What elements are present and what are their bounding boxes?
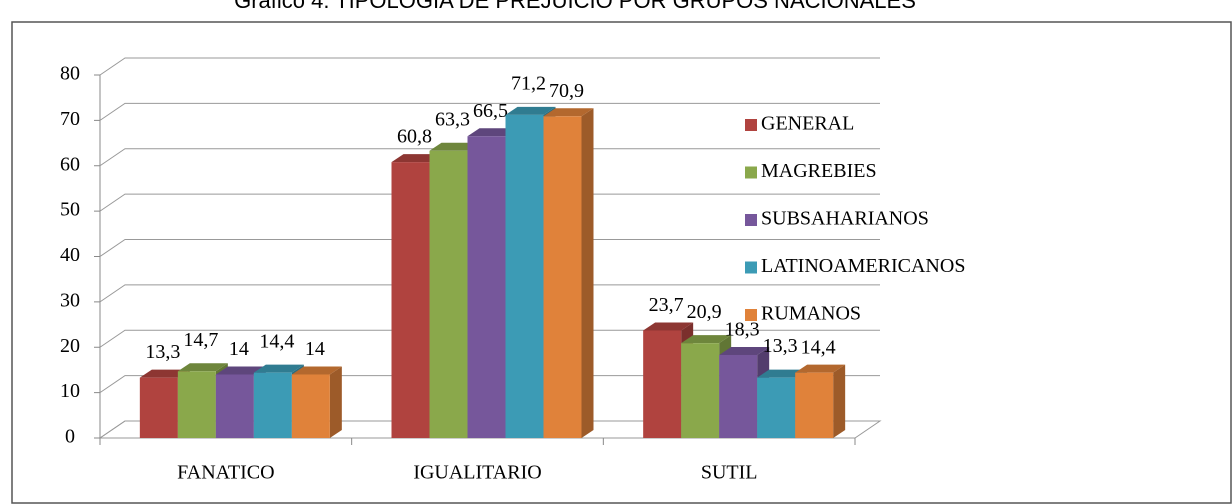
data-label: 63,3 [435, 108, 470, 130]
grid-line [99, 239, 880, 257]
bar-top [253, 364, 304, 373]
legend-swatch [745, 309, 757, 321]
legend-swatch [745, 166, 757, 179]
bar-top [139, 369, 190, 378]
bar-side [329, 366, 342, 438]
chart-title: Gráfico 4. TIPOLOGIA DE PREJUICIO POR GR… [234, 0, 916, 13]
y-tick-label: 70 [60, 108, 80, 130]
bar [681, 343, 720, 438]
y-tick-label: 0 [65, 426, 75, 448]
grid-line [99, 148, 880, 167]
data-label: 14,4 [801, 336, 836, 358]
bar-top [291, 366, 342, 375]
bar [215, 374, 254, 438]
grid-line [99, 284, 880, 303]
y-tick-label: 50 [60, 199, 80, 221]
y-tick-label: 30 [60, 289, 80, 311]
legend-label: LATINOAMERICANOS [761, 255, 965, 277]
grid-line [99, 102, 880, 121]
bar [467, 136, 506, 438]
bar-top [467, 128, 518, 137]
x-tick-label: IGUALITARIO [413, 462, 541, 484]
bar-top [543, 108, 594, 117]
bar-top [429, 142, 480, 151]
data-label: 14 [305, 338, 325, 360]
y-tick-label: 80 [60, 63, 80, 85]
bar [543, 116, 582, 438]
bar [429, 150, 468, 438]
bar-top [757, 369, 808, 378]
data-label: 60,8 [397, 126, 432, 148]
bar-top [719, 346, 770, 355]
bar-side [833, 364, 846, 438]
bar [391, 162, 430, 438]
data-label: 20,9 [687, 301, 722, 323]
grid-line [99, 329, 880, 348]
bar [643, 330, 682, 438]
bar-top [177, 363, 228, 372]
bar-top [795, 364, 846, 373]
bar [719, 354, 758, 438]
y-tick-label: 20 [60, 335, 80, 357]
legend-label: MAGREBIES [761, 160, 877, 182]
legend-label: GENERAL [761, 113, 854, 135]
legend-swatch [745, 214, 757, 226]
y-tick-label: 40 [60, 244, 80, 266]
bar-side [581, 108, 594, 438]
bar [253, 372, 292, 438]
bar [139, 377, 178, 438]
legend-label: SUBSAHARIANOS [761, 208, 929, 230]
bar-top [681, 335, 732, 344]
data-label: 70,9 [549, 80, 584, 102]
grid-line [99, 57, 880, 76]
bar [177, 371, 216, 438]
x-tick-label: SUTIL [701, 462, 758, 484]
legend-label: RUMANOS [761, 303, 861, 325]
data-label: 13,3 [145, 341, 180, 363]
bar [291, 374, 330, 438]
grid-line [99, 193, 880, 212]
data-label: 23,7 [649, 294, 684, 316]
data-label: 13,3 [763, 335, 798, 357]
grid-line [99, 375, 880, 394]
data-label: 66,5 [473, 100, 508, 122]
data-label: 14 [229, 338, 249, 360]
legend-swatch [745, 119, 757, 131]
bar-top [505, 106, 556, 115]
data-label: 14,4 [259, 330, 294, 352]
y-tick-label: 60 [60, 153, 80, 175]
legend-swatch [745, 261, 757, 274]
bar [757, 377, 796, 438]
bar [795, 372, 834, 438]
data-label: 14,7 [183, 329, 218, 351]
bar-top [391, 154, 442, 163]
bar-top [215, 366, 266, 375]
bar [505, 114, 544, 439]
data-label: 18,3 [725, 319, 760, 341]
bar-top [643, 322, 694, 331]
x-tick-label: FANATICO [177, 462, 274, 484]
y-tick-label: 10 [60, 380, 80, 402]
grid-line [99, 420, 880, 439]
data-label: 71,2 [511, 73, 546, 95]
